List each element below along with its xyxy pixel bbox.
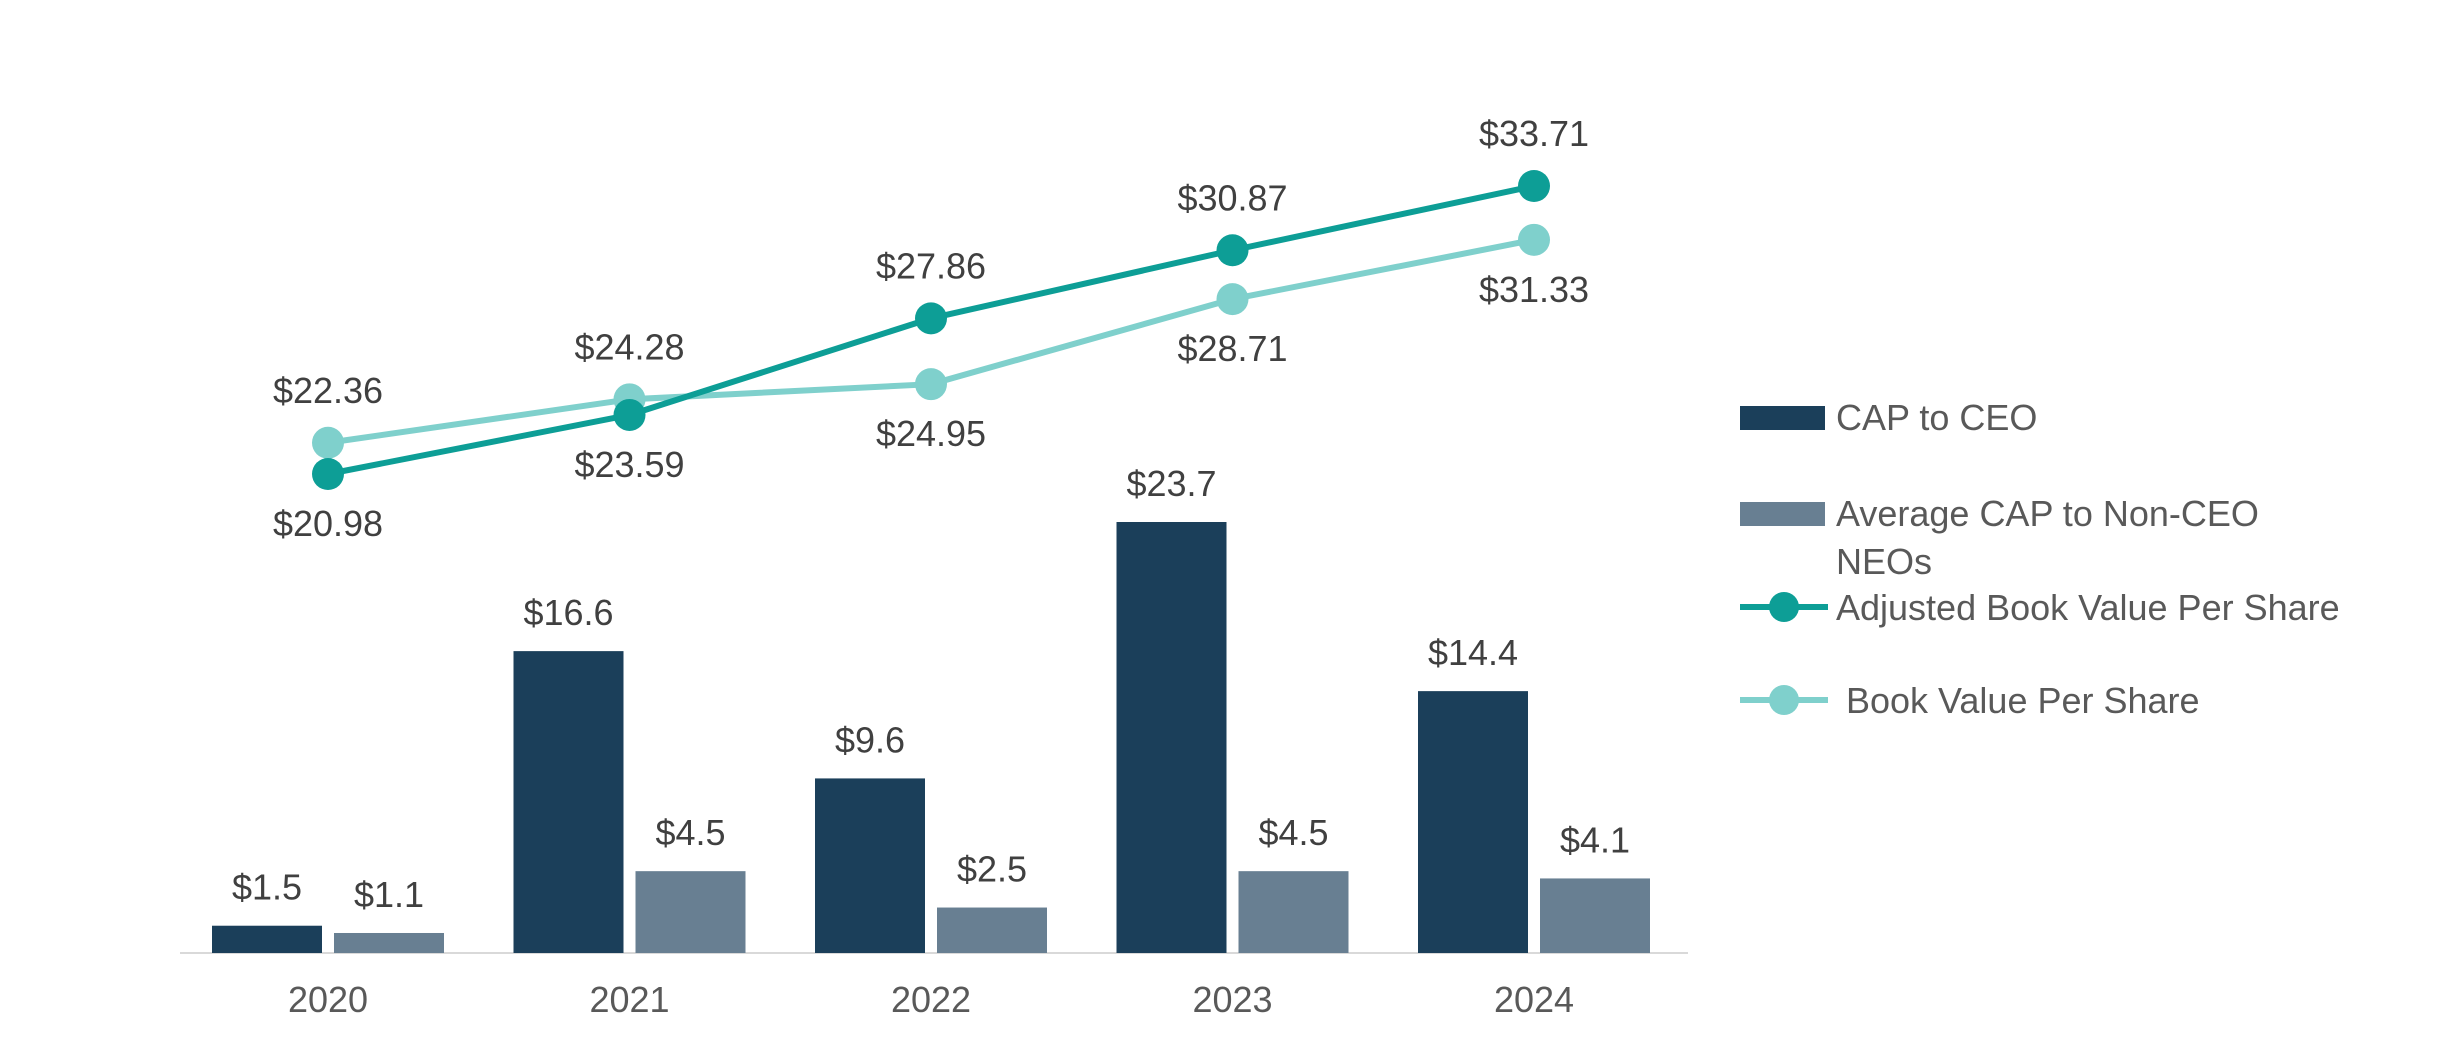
bar-2020-neo xyxy=(334,932,444,953)
legend-label-adjusted-bvps: Adjusted Book Value Per Share xyxy=(1836,587,2340,628)
line-label: $24.28 xyxy=(574,326,684,367)
bar-2022-ceo xyxy=(815,778,925,953)
bar-label: $9.6 xyxy=(835,719,905,760)
bar-label: $2.5 xyxy=(957,849,1027,890)
line-label: $20.98 xyxy=(273,503,383,544)
bar-label: $4.5 xyxy=(655,812,725,853)
bar-2021-neo xyxy=(635,871,746,953)
legend-label-neo: Average CAP to Non-CEO NEOs xyxy=(1836,493,2259,582)
bar-label: $4.5 xyxy=(1258,812,1328,853)
bar-label: $23.7 xyxy=(1126,463,1216,504)
bar-label: $1.5 xyxy=(232,867,302,908)
legend-label-bvps: Book Value Per Share xyxy=(1846,680,2200,721)
bar-2020-ceo xyxy=(212,925,322,953)
bar-2023-neo xyxy=(1238,871,1349,953)
legend-swatch-neo xyxy=(1740,502,1825,526)
legend-label-neo-line1: Average CAP to Non-CEO xyxy=(1836,493,2259,534)
point-2020 xyxy=(312,426,344,459)
bar-label: $4.1 xyxy=(1560,819,1630,860)
point-2024 xyxy=(1518,223,1550,256)
line-label: $30.87 xyxy=(1177,177,1287,218)
x-tick-label: 2022 xyxy=(891,979,971,1020)
x-tick-label: 2024 xyxy=(1494,979,1574,1020)
line-label: $31.33 xyxy=(1479,269,1589,310)
point-2021 xyxy=(613,398,646,431)
point-2020 xyxy=(312,458,344,490)
bar-2021-ceo xyxy=(513,651,624,953)
x-tick-label: 2020 xyxy=(288,979,368,1020)
point-2023 xyxy=(1216,283,1249,316)
bar-label: $16.6 xyxy=(523,592,613,633)
point-2022 xyxy=(915,302,947,335)
legend-marker-adjusted-bvps xyxy=(1769,592,1799,622)
x-tick-label: 2023 xyxy=(1192,979,1272,1020)
line-label: $22.36 xyxy=(273,370,383,411)
point-2022 xyxy=(915,368,947,401)
legend-label-neo-line2: NEOs xyxy=(1836,541,1932,582)
bar-2024-ceo xyxy=(1418,691,1528,953)
legend-marker-bvps xyxy=(1769,685,1799,715)
line-label: $24.95 xyxy=(876,413,986,454)
bar-label: $14.4 xyxy=(1428,632,1518,673)
bar-2024-neo xyxy=(1540,878,1650,953)
point-2023 xyxy=(1216,234,1249,267)
legend-label-ceo: CAP to CEO xyxy=(1836,397,2037,438)
bar-2022-neo xyxy=(937,907,1047,953)
legend-swatch-ceo xyxy=(1740,406,1825,430)
line-label: $23.59 xyxy=(574,444,684,485)
line-label: $33.71 xyxy=(1479,113,1589,154)
bar-label: $1.1 xyxy=(354,874,424,915)
line-label: $28.71 xyxy=(1177,328,1287,369)
line-label: $27.86 xyxy=(876,245,986,286)
bar-2023-ceo xyxy=(1116,522,1227,953)
x-tick-label: 2021 xyxy=(589,979,669,1020)
point-2024 xyxy=(1518,170,1550,202)
